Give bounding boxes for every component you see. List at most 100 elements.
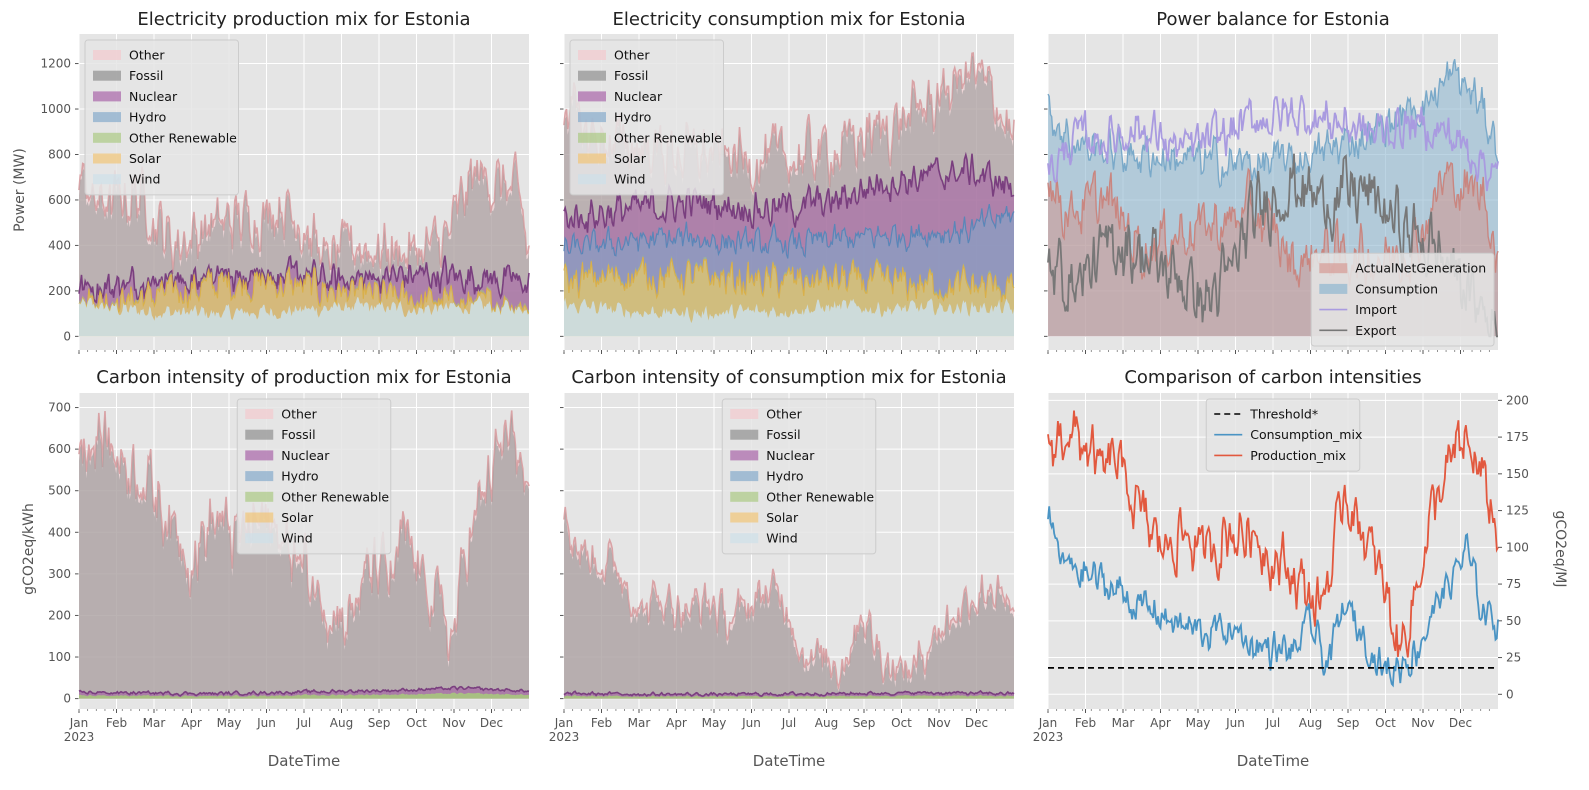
legend-swatch [93,112,121,123]
panel-production-intensity: 0 100 200 300 400 500 600 700 Jan Feb Mar Apr May Jun… [21,367,530,770]
legend-label: Production_mix [1250,448,1346,463]
panel-comparison: 0 25 50 75 100 125 150 175 200 Jan Feb Mar Apr May Jun… [1033,367,1568,770]
x-tick-label: Dec [480,716,503,730]
panel-title: Power balance for Estonia [1156,9,1389,30]
panel-title: Carbon intensity of consumption mix for … [571,367,1006,388]
series-actualnetgeneration-line [1047,161,1499,288]
x-tick-label: Jun [256,716,276,730]
x-tick-label: Sep [368,716,391,730]
x-axis-label: DateTime [268,752,341,770]
legend-swatch [578,132,606,143]
x-axis-label: DateTime [1237,752,1310,770]
x-tick-label: Sep [853,716,876,730]
y-tick-label: 500 [48,484,71,498]
legend-label: Fossil [766,427,800,442]
legend-swatch [730,409,759,419]
legend-label: Wind [281,531,312,546]
legend-label: Hydro [614,110,651,125]
y-tick-label: 400 [48,525,71,539]
x-tick-label: Feb [1075,716,1096,730]
y-tick-label: 200 [48,608,71,622]
legend-frame [569,39,724,196]
series-wind-area [564,297,1014,337]
legend-swatch [578,91,606,102]
x-tick-label: Jun [1225,716,1245,730]
legend-swatch [578,70,606,81]
legend-frame [236,398,392,555]
y-tick-label: 0 [1506,687,1514,701]
legend-swatch [245,429,274,440]
x-tick-label: Mar [143,716,166,730]
y-tick-label: 0 [63,692,71,706]
y-axis-label: gCO2eq/kWh [21,503,37,595]
y-tick-label: 0 [63,329,71,343]
y-tick-label: 700 [48,401,71,415]
legend-1: Other Fossil Nuclear Hydro Other Renewable So… [569,39,724,196]
legend-label: Solar [281,510,314,525]
series-nuclear-line [563,689,1015,698]
series-production-mix-line [1047,410,1499,658]
legend-label: Other Renewable [766,489,874,504]
legend-label: Consumption_mix [1250,427,1362,442]
y-tick-label: 50 [1506,614,1521,628]
y-axis-label: Power (MW) [12,148,28,232]
series-fossil-area [564,511,1014,699]
panel-title: Comparison of carbon intensities [1124,367,1421,388]
legend-label: Nuclear [129,89,178,104]
legend-label: Import [1355,302,1397,317]
legend-label: Wind [129,172,160,187]
legend-swatch [578,50,606,60]
legend-swatch [1319,263,1348,274]
legend-swatch [245,491,274,502]
panel-consumption-mix: Other Fossil Nuclear Hydro Other Renewable So… [560,9,1015,354]
legend-label: Other Renewable [129,130,237,145]
y-axis-label: gCO2eq/MJ [1552,510,1568,587]
legend-swatch [578,153,606,164]
x-tick-label: Sep [1337,716,1360,730]
legend-label: Nuclear [281,448,330,463]
series-nuclear-line [78,254,530,304]
legend-label: Other Renewable [281,489,389,504]
legend-swatch [245,471,274,482]
x-year-label: 2023 [64,730,95,744]
panel-power-balance: ActualNetGeneration Consumption Import Expo… [1044,9,1499,354]
x-tick-label: Apr [1150,716,1171,730]
panel-title: Electricity production mix for Estonia [137,9,470,30]
x-tick-label: May [217,716,242,730]
legend-label: Solar [614,151,647,166]
series-consumption-line [1047,58,1499,189]
legend-label: Other [129,48,165,63]
y-tick-label: 75 [1506,577,1521,591]
legend-label: Hydro [129,110,166,125]
x-tick-label: Feb [591,716,612,730]
y-tick-label: 200 [48,284,71,298]
x-year-label: 2023 [1033,730,1064,744]
legend-swatch [730,471,759,482]
legend-swatch [93,174,121,185]
series-solar-line [563,256,1015,303]
y-tick-label: 600 [48,442,71,456]
x-tick-label: Jul [1265,716,1280,730]
series-solar-line [78,266,530,317]
x-tick-label: Mar [628,716,651,730]
series-wind-area [79,295,529,337]
legend-label: Other [281,407,317,422]
x-tick-label: Feb [106,716,127,730]
legend-label: Wind [614,172,645,187]
x-tick-label: Jul [781,716,796,730]
y-tick-label: 100 [1506,540,1529,554]
x-tick-label: Jan [69,716,89,730]
legend-swatch [578,112,606,123]
y-tick-label: 400 [48,238,71,252]
series-nuclear-line [78,685,530,697]
y-tick-label: 600 [48,193,71,207]
legend-frame [1205,398,1361,472]
series-other-renewable-area [564,694,1014,699]
panel-title: Electricity consumption mix for Estonia [612,9,965,30]
legend-label: Nuclear [614,89,663,104]
legend-swatch [730,450,759,461]
y-tick-label: 125 [1506,504,1529,518]
y-tick-label: 1200 [40,57,71,71]
legend-swatch [730,491,759,502]
legend-label: Solar [766,510,799,525]
